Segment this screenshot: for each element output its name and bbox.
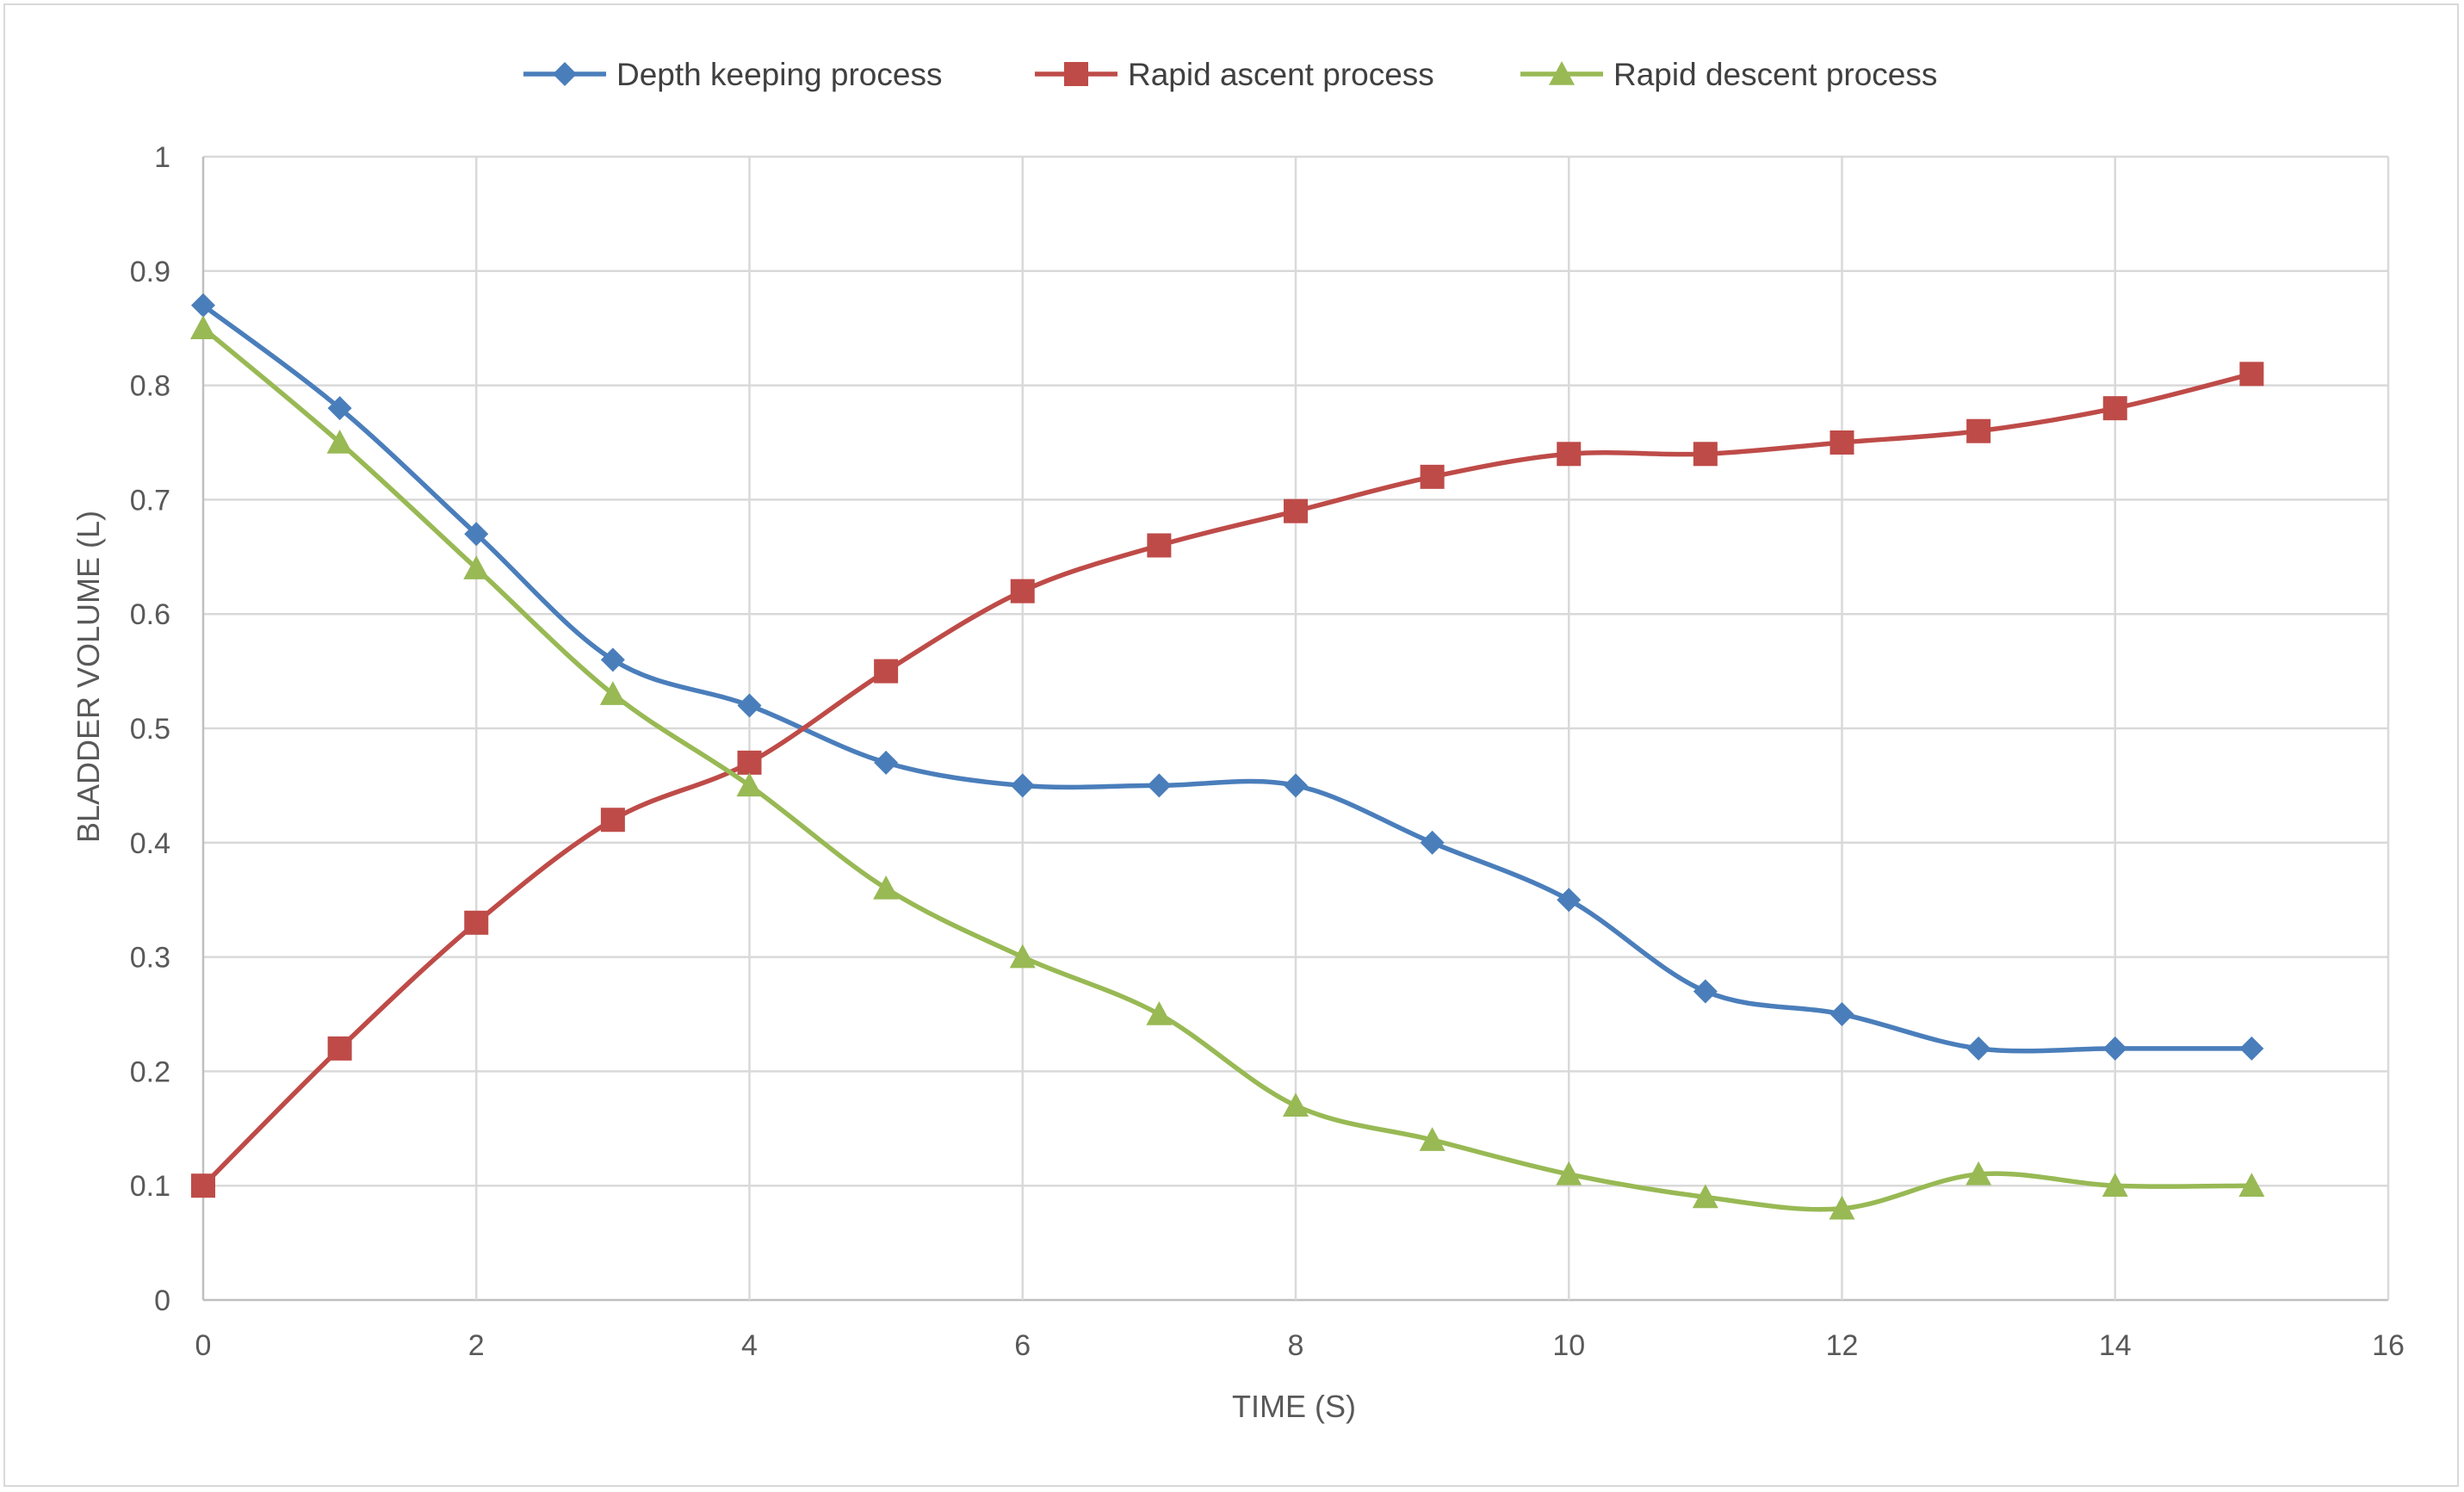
x-tick-label: 12: [1826, 1329, 1859, 1362]
y-tick-label: 0.3: [130, 942, 170, 975]
y-tick-label: 0.8: [130, 370, 170, 403]
data-point-series-1: [1010, 773, 1035, 798]
data-point-series-1: [1693, 979, 1718, 1004]
data-point-series-2: [191, 1173, 215, 1198]
data-point-series-2: [600, 808, 625, 833]
legend-label: Rapid ascent process: [1128, 57, 1434, 92]
x-tick-label: 0: [195, 1329, 212, 1362]
data-point-series-2: [1284, 498, 1308, 523]
data-point-series-3: [463, 555, 490, 579]
data-point-series-3: [1009, 944, 1036, 969]
data-point-series-1: [1966, 1036, 1991, 1061]
data-point-series-3: [873, 875, 900, 900]
data-point-series-3: [2102, 1173, 2128, 1197]
data-point-series-1: [1284, 773, 1308, 798]
x-axis-title: TIME (S): [1232, 1389, 1356, 1424]
data-point-series-1: [737, 693, 762, 718]
data-point-series-1: [2102, 1036, 2127, 1061]
tick-labels: 00.10.20.30.40.50.60.70.80.910 2 4 6 8 10 12 14…: [130, 141, 2405, 1362]
data-point-series-2: [464, 910, 489, 935]
grid: [201, 155, 2390, 1302]
x-tick-label: 16: [2372, 1329, 2405, 1362]
data-point-series-1: [464, 522, 489, 547]
legend-swatch-marker: [1549, 61, 1575, 85]
data-point-series-1: [600, 647, 625, 672]
data-point-series-3: [736, 772, 763, 797]
legend-label: Depth keeping process: [616, 57, 942, 92]
data-point-series-3: [1966, 1161, 1992, 1186]
data-point-series-2: [2239, 362, 2264, 387]
data-point-series-3: [1556, 1161, 1582, 1186]
legend-item: Rapid ascent process: [1035, 57, 1434, 92]
x-tick-label: 2: [468, 1329, 485, 1362]
data-point-series-2: [2102, 396, 2127, 421]
x-tick-label: 10: [1552, 1329, 1585, 1362]
data-point-series-1: [1147, 773, 1172, 798]
y-tick-label: 0.9: [130, 256, 170, 288]
legend: Depth keeping process Rapid ascent proces…: [523, 57, 1937, 92]
data-point-series-3: [1692, 1184, 1718, 1209]
data-point-series-2: [1420, 464, 1445, 489]
data-point-series-3: [2238, 1173, 2265, 1197]
data-point-series-1: [874, 750, 899, 775]
series-markers: [190, 293, 2265, 1220]
data-point-series-1: [1557, 888, 1582, 913]
y-tick-label: 1: [154, 141, 170, 174]
y-axis-title: BLADDER VOLUME (L): [71, 511, 106, 843]
data-point-series-2: [327, 1036, 352, 1061]
y-tick-label: 0: [154, 1285, 170, 1317]
data-point-series-2: [1693, 442, 1718, 467]
x-tick-label: 8: [1288, 1329, 1304, 1362]
data-point-series-3: [1283, 1093, 1309, 1117]
data-point-series-1: [191, 293, 215, 318]
series-line-3: [201, 325, 2255, 1212]
data-point-series-3: [1146, 1001, 1173, 1025]
data-point-series-2: [874, 659, 899, 684]
series-line-1: [201, 302, 2255, 1054]
data-point-series-3: [1419, 1127, 1446, 1151]
series-lines: [201, 302, 2255, 1212]
chart-frame: [3, 3, 2459, 1487]
y-tick-label: 0.5: [130, 713, 170, 746]
data-point-series-2: [1010, 579, 1035, 604]
data-point-series-2: [1966, 418, 1991, 443]
data-point-series-3: [326, 430, 353, 454]
x-tick-label: 4: [741, 1329, 758, 1362]
data-point-series-1: [327, 396, 352, 421]
y-tick-label: 0.1: [130, 1170, 170, 1203]
x-tick-label: 6: [1014, 1329, 1031, 1362]
legend-item: Rapid descent process: [1520, 57, 1937, 92]
legend-label: Rapid descent process: [1613, 57, 1937, 92]
y-tick-label: 0.4: [130, 827, 170, 860]
data-point-series-1: [2239, 1036, 2264, 1061]
legend-swatch-marker: [553, 62, 577, 86]
y-tick-label: 0.7: [130, 484, 170, 517]
data-point-series-3: [190, 315, 216, 339]
y-tick-label: 0.6: [130, 598, 170, 631]
x-tick-label: 14: [2099, 1329, 2132, 1362]
data-point-series-1: [1420, 830, 1445, 855]
data-point-series-2: [1557, 442, 1582, 467]
data-point-series-2: [1147, 533, 1172, 558]
data-point-series-2: [737, 750, 762, 775]
data-point-series-3: [1829, 1195, 1855, 1220]
data-point-series-2: [1829, 430, 1854, 455]
legend-item: Depth keeping process: [523, 57, 942, 92]
series-line-2: [201, 371, 2255, 1188]
y-tick-label: 0.2: [130, 1056, 170, 1088]
data-point-series-1: [1829, 1002, 1854, 1026]
data-point-series-3: [599, 681, 626, 705]
legend-swatch-marker: [1064, 62, 1088, 86]
